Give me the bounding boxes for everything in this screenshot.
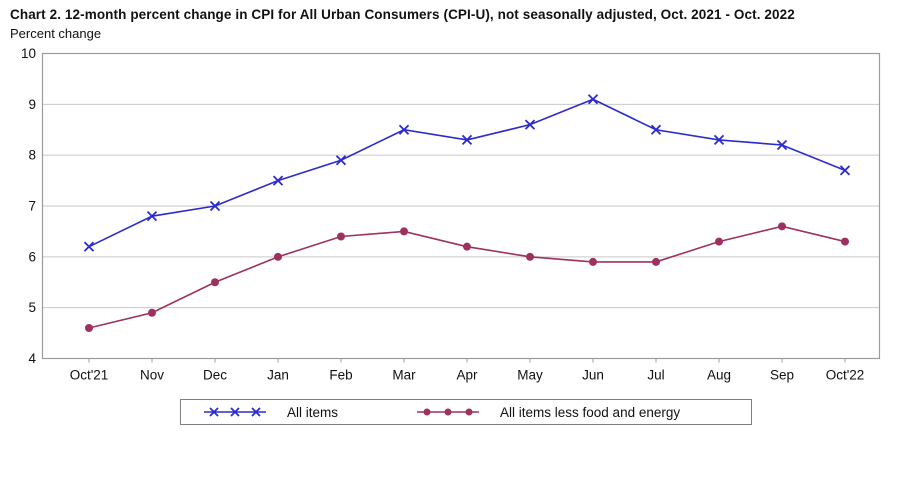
- x-tick-label: May: [517, 368, 543, 383]
- series-line: [88, 225, 846, 329]
- y-tick-label: 6: [28, 249, 36, 264]
- y-tick-label: 7: [28, 199, 36, 214]
- circle-marker-icon: [652, 257, 660, 266]
- x-marker-icon: [146, 211, 158, 222]
- x-tick-label: Apr: [456, 368, 478, 383]
- x-tick-label: Jun: [582, 368, 604, 383]
- x-tick-label: Dec: [203, 368, 227, 383]
- x-tick-label: Jul: [647, 368, 664, 383]
- y-tick-label: 9: [28, 97, 36, 112]
- x-tick-label: Sep: [770, 368, 794, 383]
- x-tick-label: Nov: [140, 368, 164, 383]
- x-marker-icon: [839, 165, 851, 176]
- x-marker-icon: [713, 134, 725, 146]
- x-marker-icon: [398, 124, 410, 135]
- y-tick-label: 8: [28, 148, 36, 163]
- x-marker-icon: [209, 200, 221, 212]
- circle-marker-icon: [589, 257, 597, 266]
- all-items-line-sample-icon: [204, 407, 266, 417]
- legend-item-all-items: All items: [203, 405, 338, 420]
- x-marker-icon: [461, 134, 473, 146]
- y-tick-label: 4: [28, 351, 36, 366]
- chart-legend: All items All items less food and energy: [180, 399, 752, 425]
- legend-label-all-items: All items: [287, 404, 339, 420]
- x-tick-label: Jan: [267, 368, 289, 383]
- x-marker-icon: [83, 241, 95, 252]
- y-tick-label: 10: [21, 46, 36, 61]
- x-tick-label: Mar: [392, 368, 416, 383]
- circle-marker-icon: [526, 252, 534, 261]
- circle-marker-icon: [85, 324, 93, 332]
- circle-marker-icon: [841, 237, 849, 246]
- cpi-line-plot: 4 5 6 7 8 9 10 Oct'21 Nov Dec Jan Feb Mar Apr May Jun Ju…: [21, 46, 881, 383]
- y-tick-label: 5: [28, 300, 36, 315]
- circle-marker-icon: [211, 278, 219, 287]
- circle-marker-icon: [274, 252, 282, 261]
- series-line: [88, 98, 846, 248]
- y-axis-unit-label: Percent change: [10, 26, 102, 41]
- x-marker-icon: [776, 139, 788, 151]
- circle-marker-icon: [337, 232, 345, 241]
- x-tick-label: Oct'21: [70, 368, 109, 383]
- chart-title: Chart 2. 12-month percent change in CPI …: [10, 7, 795, 22]
- x-tick-label: Oct'22: [826, 368, 865, 383]
- circle-marker-icon: [400, 227, 408, 236]
- x-marker-icon: [335, 155, 347, 166]
- circle-marker-icon: [463, 242, 471, 251]
- legend-item-core: All items less food and energy: [416, 405, 680, 420]
- x-marker-icon: [650, 124, 662, 135]
- x-tick-label: Feb: [329, 368, 352, 383]
- circle-marker-icon: [715, 237, 723, 246]
- circle-marker-icon: [148, 308, 156, 317]
- core-line-sample-icon: [417, 408, 480, 416]
- circle-marker-icon: [778, 222, 786, 231]
- x-marker-icon: [524, 119, 536, 130]
- x-marker-icon: [587, 94, 599, 105]
- x-marker-icon: [272, 175, 284, 186]
- x-tick-label: Aug: [707, 368, 731, 383]
- legend-label-core: All items less food and energy: [500, 404, 681, 420]
